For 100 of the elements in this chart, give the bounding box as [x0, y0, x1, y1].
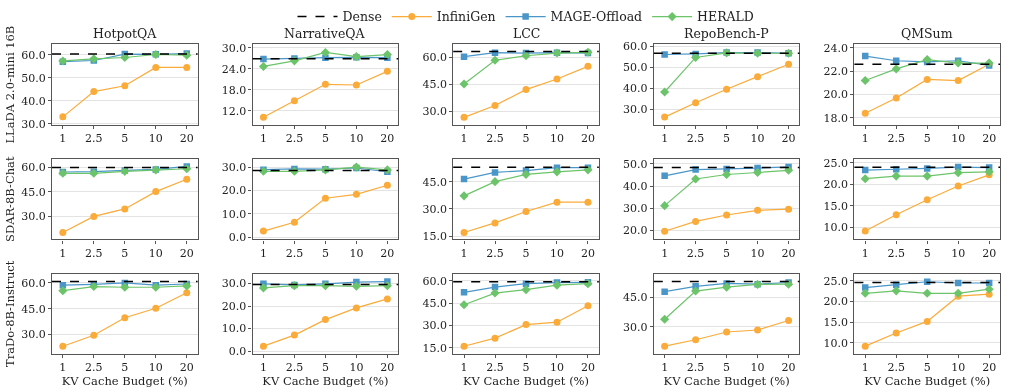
x-axis-title: KV Cache Budget (%) — [262, 374, 389, 389]
x-tick-label: 5 — [723, 132, 731, 146]
y-tick-label: 10.0 — [823, 221, 849, 235]
y-tick-label: 30.0 — [221, 161, 247, 175]
y-tick-label: 50.0 — [622, 157, 648, 171]
x-tick-label: 10 — [349, 361, 364, 375]
y-tick-label: 30.0 — [622, 320, 648, 334]
x-tick-label: 20 — [781, 246, 796, 260]
x-tick-label: 2.5 — [285, 361, 304, 375]
x-tick-label: 5 — [723, 361, 731, 375]
x-tick-label: 10 — [951, 132, 966, 146]
y-tick-label: 60.0 — [21, 48, 46, 62]
x-tick-label: 1 — [661, 132, 669, 146]
x-tick-label: 2.5 — [887, 246, 905, 260]
x-tick-label: 10 — [349, 132, 364, 146]
y-tick-label: 15.0 — [823, 316, 849, 330]
y-tick-label: 60.0 — [422, 274, 447, 288]
y-tick-label: 20.0 — [221, 184, 247, 198]
x-tick-label: 2.5 — [887, 361, 905, 375]
x-tick-label: 20 — [982, 246, 997, 260]
x-tick-label: 5 — [923, 246, 931, 260]
x-tick-label: 5 — [321, 361, 329, 375]
y-tick-label: 15.0 — [422, 230, 447, 244]
y-tick-label: 45.0 — [21, 302, 46, 316]
x-tick-label: 10 — [549, 246, 564, 260]
y-tick-label: 10.0 — [823, 336, 849, 350]
y-tick-label: 30.0 — [422, 104, 447, 118]
y-tick-label: 60.0 — [21, 161, 46, 175]
x-tick-label: 5 — [522, 246, 530, 260]
chart-title: NarrativeQA — [284, 26, 366, 41]
y-tick-label: 30.0 — [21, 328, 46, 342]
x-tick-label: 5 — [522, 361, 530, 375]
x-tick-label: 10 — [549, 132, 564, 146]
x-tick-label: 1 — [259, 361, 267, 375]
y-tick-label: 30.0 — [422, 319, 447, 333]
y-tick-label: 45.0 — [622, 291, 648, 305]
y-tick-label: 20.0 — [823, 88, 849, 102]
x-tick-label: 2.5 — [85, 132, 103, 146]
y-tick-label: 60.0 — [422, 50, 447, 64]
y-tick-label: 50.0 — [622, 61, 648, 75]
x-tick-label: 1 — [259, 246, 267, 260]
y-tick-label: 30.0 — [21, 117, 46, 131]
x-tick-label: 10 — [148, 132, 163, 146]
x-tick-label: 1 — [661, 246, 669, 260]
y-tick-label: 45.0 — [422, 77, 447, 91]
y-tick-label: 0.0 — [228, 344, 247, 358]
x-tick-label: 1 — [59, 132, 67, 146]
y-tick-label: 15.0 — [823, 199, 849, 213]
x-tick-label: 1 — [59, 361, 67, 375]
x-tick-label: 5 — [321, 132, 329, 146]
x-tick-label: 20 — [781, 132, 796, 146]
y-tick-label: 20.0 — [622, 224, 648, 238]
y-tick-label: 20.0 — [823, 178, 849, 192]
y-tick-label: 18.0 — [823, 111, 849, 125]
y-tick-label: 45.0 — [21, 185, 46, 199]
chart-title: HotpotQA — [93, 26, 158, 41]
x-tick-label: 5 — [121, 361, 129, 375]
y-tick-label: 20.0 — [823, 295, 849, 309]
x-tick-label: 20 — [179, 132, 194, 146]
y-axis-title: LLaDA 2.0-mini 16B — [2, 25, 17, 144]
x-tick-label: 5 — [522, 132, 530, 146]
x-tick-label: 20 — [580, 361, 595, 375]
x-tick-label: 1 — [460, 361, 468, 375]
x-tick-label: 1 — [259, 132, 267, 146]
y-tick-label: 24.0 — [823, 41, 849, 55]
x-tick-label: 2.5 — [887, 132, 905, 146]
x-tick-label: 2.5 — [486, 246, 504, 260]
x-tick-label: 20 — [781, 361, 796, 375]
x-tick-label: 20 — [982, 132, 997, 146]
x-tick-label: 1 — [460, 132, 468, 146]
y-tick-label: 40.0 — [21, 94, 46, 108]
x-tick-label: 10 — [148, 361, 163, 375]
x-tick-label: 10 — [951, 246, 966, 260]
chart-title: LCC — [513, 26, 541, 41]
x-axis-title: KV Cache Budget (%) — [864, 374, 991, 389]
x-tick-label: 2.5 — [85, 246, 103, 260]
x-tick-label: 20 — [380, 361, 395, 375]
y-axis-title: SDAR-8B-Chat — [2, 156, 17, 242]
x-tick-label: 20 — [179, 246, 194, 260]
y-tick-label: 45.0 — [422, 175, 447, 189]
x-tick-label: 2.5 — [486, 132, 504, 146]
y-tick-label: 60.0 — [21, 276, 46, 290]
chart-title: QMSum — [901, 26, 953, 41]
x-tick-label: 2.5 — [85, 361, 103, 375]
x-tick-label: 20 — [580, 246, 595, 260]
x-tick-label: 10 — [951, 361, 966, 375]
x-axis-title: KV Cache Budget (%) — [663, 374, 790, 389]
x-tick-label: 2.5 — [486, 361, 504, 375]
y-tick-label: 22.0 — [823, 65, 849, 79]
legend-label: MAGE-Offload — [550, 9, 643, 25]
x-tick-label: 10 — [148, 246, 163, 260]
x-tick-label: 10 — [349, 246, 364, 260]
y-axis-title: TraDo-8B-Instruct — [2, 260, 17, 367]
y-tick-label: 30.0 — [422, 202, 447, 216]
y-tick-label: 10.0 — [221, 322, 247, 336]
x-tick-label: 1 — [861, 361, 869, 375]
x-tick-label: 5 — [121, 246, 129, 260]
x-tick-label: 1 — [861, 132, 869, 146]
y-tick-label: 25.0 — [823, 274, 849, 288]
x-tick-label: 1 — [59, 246, 67, 260]
